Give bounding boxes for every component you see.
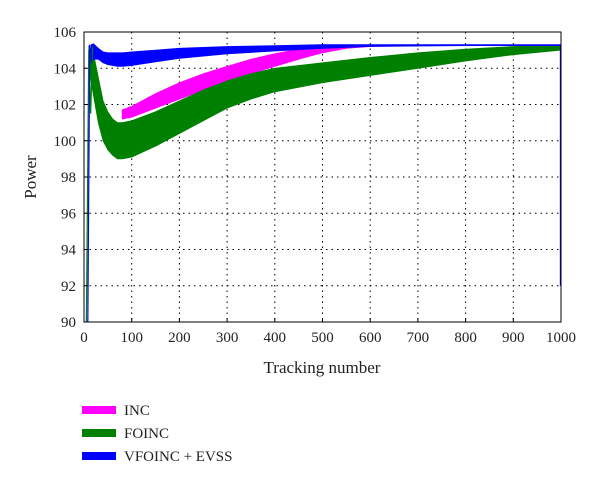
x-tick-label: 0 (80, 330, 88, 346)
plot-area (83, 31, 562, 323)
legend-label-foinc: FOINC (124, 426, 169, 442)
y-tick-label: 90 (61, 315, 76, 331)
legend: INC FOINC VFOINC + EVSS (82, 403, 232, 465)
x-tick-label: 700 (407, 330, 430, 346)
y-tick-label: 96 (61, 206, 77, 222)
y-axis-title: Power (21, 155, 40, 199)
legend-label-inc: INC (124, 403, 150, 419)
x-tick-label: 400 (264, 330, 287, 346)
y-tick-label: 104 (54, 61, 77, 77)
x-tick-label: 800 (454, 330, 477, 346)
x-axis-ticks: 0 100 200 300 400 500 600 700 800 900 1000 (80, 318, 576, 346)
x-tick-label: 900 (502, 330, 525, 346)
y-tick-label: 106 (54, 25, 77, 41)
x-tick-label: 100 (120, 330, 143, 346)
y-tick-label: 94 (61, 243, 77, 259)
transient-vfoinc (87, 44, 93, 323)
x-tick-label: 1000 (546, 330, 576, 346)
y-axis-ticks: 90 92 94 96 98 100 102 104 106 (54, 25, 88, 331)
y-tick-label: 100 (54, 134, 77, 150)
x-tick-label: 200 (168, 330, 191, 346)
y-tick-label: 102 (54, 98, 77, 114)
x-tick-label: 600 (359, 330, 382, 346)
x-tick-label: 500 (311, 330, 334, 346)
x-tick-label: 300 (216, 330, 239, 346)
x-axis-title: Tracking number (264, 358, 381, 377)
legend-swatch-inc (82, 406, 116, 414)
legend-label-vfoinc-evss: VFOINC + EVSS (124, 449, 232, 465)
y-tick-label: 98 (61, 170, 76, 186)
legend-swatch-vfoinc-evss (82, 452, 116, 460)
legend-swatch-foinc (82, 429, 116, 437)
y-tick-label: 92 (61, 279, 76, 295)
